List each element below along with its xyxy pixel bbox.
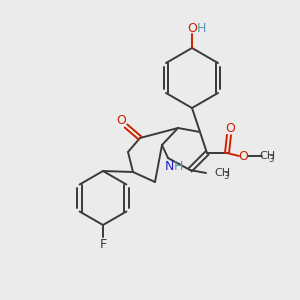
Text: O: O	[238, 149, 248, 163]
Text: 3: 3	[268, 155, 273, 164]
Text: O: O	[187, 22, 197, 34]
Text: 3: 3	[223, 172, 228, 181]
Text: F: F	[99, 238, 106, 250]
Text: H: H	[173, 160, 183, 172]
Text: O: O	[116, 113, 126, 127]
Text: CH: CH	[259, 151, 275, 161]
Text: N: N	[164, 160, 174, 172]
Text: CH: CH	[214, 168, 230, 178]
Text: H: H	[196, 22, 206, 34]
Text: O: O	[225, 122, 235, 134]
